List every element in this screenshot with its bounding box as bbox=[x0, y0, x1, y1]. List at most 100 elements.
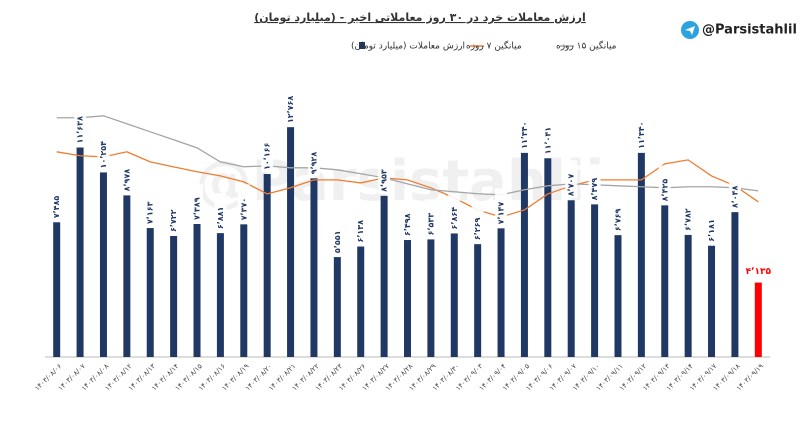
value-label: ۶٬۷۲۲ bbox=[169, 209, 178, 232]
value-label-box bbox=[744, 265, 773, 278]
bar bbox=[474, 244, 482, 357]
value-label: ۶٬۲۶۹ bbox=[473, 217, 482, 240]
bar bbox=[637, 152, 645, 357]
value-label-box bbox=[284, 87, 297, 126]
value-label-box bbox=[682, 194, 695, 233]
value-label: ۸٬۴۷۹ bbox=[590, 178, 599, 201]
value-label: ۶٬۸۸۱ bbox=[216, 207, 225, 230]
bar bbox=[661, 205, 669, 357]
value-label: ۱۱٬۳۴۰ bbox=[520, 121, 529, 148]
bar bbox=[99, 172, 107, 357]
bar bbox=[708, 245, 716, 357]
value-label-box bbox=[120, 155, 133, 194]
value-label-box bbox=[471, 204, 484, 243]
legend-label: ارزش معاملات (میلیارد تومان) bbox=[351, 42, 465, 52]
value-label: ۴٬۱۳۵ bbox=[746, 267, 772, 277]
bar bbox=[123, 195, 131, 357]
value-label-box bbox=[518, 112, 531, 151]
value-label: ۱۱٬۳۴۰ bbox=[637, 121, 646, 148]
value-label-box bbox=[588, 164, 601, 203]
moving-average-line bbox=[56, 151, 759, 218]
value-label: ۸٬۰۴۸ bbox=[730, 185, 739, 208]
value-label-box bbox=[728, 172, 741, 211]
value-label-box bbox=[635, 112, 648, 151]
bar bbox=[333, 257, 341, 357]
bar bbox=[614, 235, 622, 357]
value-label-box bbox=[97, 132, 110, 171]
value-label: ۷٬۴۸۵ bbox=[52, 196, 61, 219]
legend: ارزش معاملات (میلیارد تومان) میانگین ۷ رو… bbox=[351, 40, 617, 52]
value-label-box bbox=[565, 160, 578, 199]
bar bbox=[287, 127, 295, 358]
moving-average-line bbox=[56, 115, 759, 196]
value-label: ۶٬۷۶۹ bbox=[613, 208, 622, 231]
telegram-plane bbox=[685, 26, 695, 35]
handle: @Parsistahlil bbox=[702, 23, 797, 38]
value-label: ۶٬۴۹۸ bbox=[403, 213, 412, 236]
bar bbox=[520, 152, 528, 357]
value-label-box bbox=[307, 138, 320, 177]
value-label: ۷٬۱۶۳ bbox=[146, 201, 155, 224]
value-label: ۱۰٬۲۵۴ bbox=[99, 141, 108, 169]
bar bbox=[497, 228, 505, 357]
value-label: ۱۱٬۶۳۸ bbox=[76, 116, 85, 144]
value-label: ۸٬۷۰۷ bbox=[567, 174, 576, 197]
value-label-box bbox=[74, 107, 87, 146]
bar bbox=[240, 224, 248, 357]
bar bbox=[380, 195, 388, 357]
value-label-box bbox=[705, 205, 718, 244]
value-label: ۱۲٬۷۶۸ bbox=[286, 96, 295, 124]
value-label: ۵٬۵۵۱ bbox=[333, 231, 342, 254]
bar bbox=[76, 147, 84, 357]
bar bbox=[357, 246, 365, 357]
legend-label: میانگین ۱۵ روزه bbox=[556, 40, 617, 52]
value-label-box bbox=[167, 196, 180, 235]
bar bbox=[754, 282, 762, 357]
value-label-box bbox=[448, 193, 461, 232]
value-label: ۸٬۹۵۳ bbox=[380, 169, 389, 192]
bar bbox=[544, 158, 552, 357]
value-label-box bbox=[378, 155, 391, 194]
bar bbox=[427, 239, 435, 357]
value-label: ۶٬۷۸۲ bbox=[684, 208, 693, 231]
value-label-box bbox=[50, 182, 63, 221]
bar bbox=[216, 233, 224, 357]
value-label-box bbox=[541, 118, 554, 157]
value-label-box bbox=[214, 193, 227, 232]
bar bbox=[263, 174, 271, 357]
bar bbox=[193, 223, 201, 357]
bar bbox=[170, 236, 178, 357]
value-label: ۷٬۱۴۷ bbox=[497, 202, 506, 225]
handle-badge: @Parsistahlil bbox=[681, 21, 797, 39]
value-label-box bbox=[144, 188, 157, 227]
bar bbox=[731, 212, 739, 357]
value-label-box bbox=[495, 188, 508, 227]
value-label: ۹٬۹۲۸ bbox=[309, 152, 318, 175]
bar bbox=[450, 233, 458, 357]
bar bbox=[567, 200, 575, 357]
value-label-box bbox=[354, 206, 367, 245]
value-label: ۶٬۱۸۱ bbox=[707, 219, 716, 242]
bar bbox=[310, 178, 318, 357]
value-label-box bbox=[401, 200, 414, 239]
value-label-box bbox=[611, 195, 624, 234]
chart-title: ارزش معاملات خرد در ۳۰ روز معاملاتی اخیر… bbox=[254, 11, 586, 24]
value-label: ۸٬۴۲۵ bbox=[660, 179, 669, 202]
value-label: ۷٬۳۸۹ bbox=[193, 197, 202, 220]
bar bbox=[53, 222, 61, 357]
value-label: ۶٬۸۶۴ bbox=[450, 207, 459, 230]
value-label: ۶٬۱۳۸ bbox=[356, 220, 365, 243]
bar bbox=[591, 204, 599, 357]
value-label: ۷٬۳۷۰ bbox=[239, 198, 248, 221]
legend-label: میانگین ۷ روزه bbox=[466, 40, 522, 52]
value-label-box bbox=[424, 199, 437, 238]
bar bbox=[404, 240, 411, 357]
value-label: ۱۱٬۰۴۱ bbox=[543, 127, 552, 154]
value-label: ۶٬۵۳۳ bbox=[426, 213, 435, 236]
value-label: ۱۰٬۱۶۶ bbox=[263, 142, 272, 170]
value-label-box bbox=[658, 165, 671, 204]
bar bbox=[684, 234, 692, 357]
legend-swatch bbox=[359, 42, 365, 49]
value-label: ۸٬۹۷۸ bbox=[122, 169, 131, 192]
